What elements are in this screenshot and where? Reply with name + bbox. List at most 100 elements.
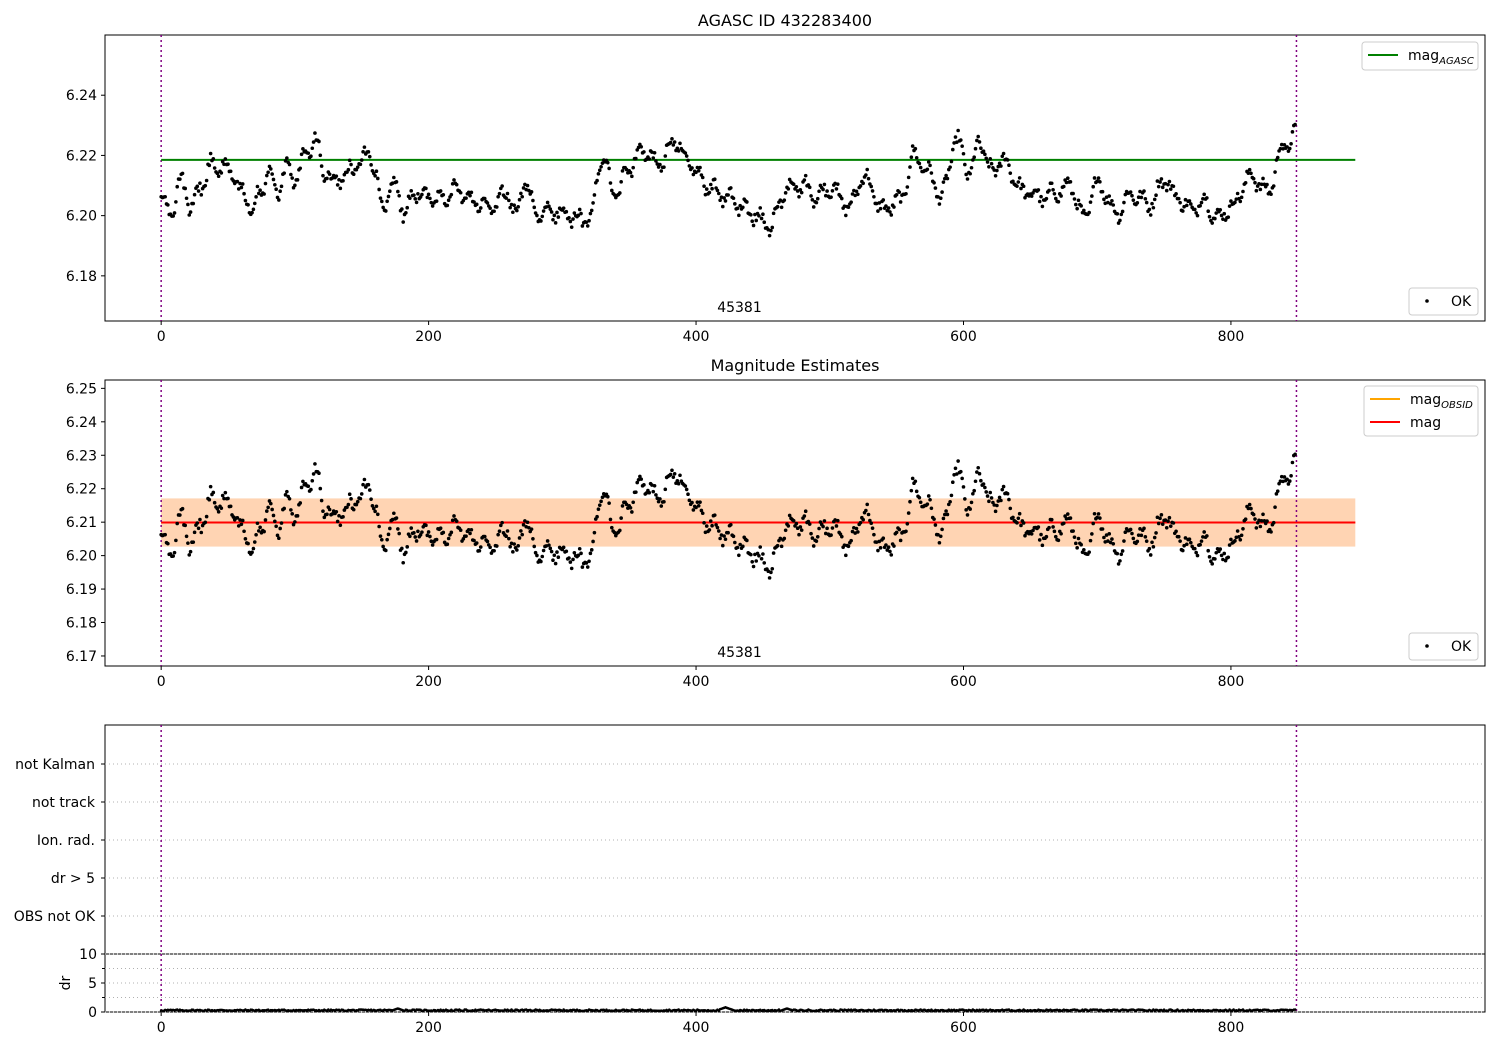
data-point [287,496,292,501]
data-point [270,507,274,512]
data-point [884,204,888,208]
data-point [405,205,410,210]
data-point [691,508,696,512]
dr-ylabel: dr [58,975,74,990]
data-point [877,539,882,544]
data-point [821,187,825,192]
data-point [710,523,714,528]
data-point [392,175,396,180]
data-point [409,526,414,530]
data-point [864,508,868,513]
data-point [505,529,510,533]
data-point [733,202,737,206]
data-point [556,555,561,560]
data-point [584,561,589,565]
data-point [561,206,566,210]
data-point [1075,546,1079,550]
data-point [1281,147,1285,151]
panel1-title: AGASC ID 432283400 [698,11,872,30]
data-point [892,205,896,209]
data-point [464,196,468,200]
data-point [995,168,999,173]
data-point [618,191,622,195]
data-point [926,494,931,498]
data-point [1152,535,1157,540]
data-point [466,527,471,532]
data-point [351,507,356,512]
data-point [798,525,803,529]
data-point [311,140,316,144]
data-point [555,210,559,215]
data-point [283,493,288,497]
data-point [174,538,178,543]
data-point [946,502,951,507]
data-point [396,189,400,194]
data-point [889,213,894,217]
data-point [1226,555,1231,560]
data-point [545,539,550,543]
data-point [872,532,876,537]
data-point [1189,540,1193,545]
y-tick-label: 6.23 [66,448,97,464]
data-point [1123,530,1128,534]
data-point [291,522,296,527]
flag-label: not Kalman [15,757,95,773]
data-point [521,186,526,190]
data-point [850,192,855,196]
data-point [222,496,226,501]
data-point [842,204,847,209]
data-point [1011,179,1015,184]
data-point [203,183,208,188]
data-point [255,521,260,526]
data-point [950,480,955,485]
data-point [694,505,698,510]
data-point [846,205,851,210]
data-point [1092,176,1097,180]
data-point [1136,195,1141,200]
data-point [504,196,508,200]
legend-ok-swatch [1425,299,1429,303]
data-point [865,502,870,507]
data-point [898,538,903,543]
data-point [580,565,585,569]
data-point [1130,531,1134,536]
data-point [1178,539,1182,543]
data-point [610,188,614,193]
data-point [266,505,270,510]
data-point [191,540,196,544]
data-point [1238,538,1243,542]
data-point [254,532,258,537]
data-point [910,144,915,148]
data-point [731,534,736,539]
data-point [814,200,819,205]
data-point [961,485,966,489]
data-point [1005,158,1010,162]
data-point [278,526,282,531]
data-point [1235,191,1240,196]
data-point [779,205,784,210]
data-point [984,490,989,494]
data-point [686,492,690,497]
data-point [587,218,591,223]
flag-label: OBS not OK [14,909,96,925]
data-point [198,181,202,185]
data-point [770,566,775,571]
data-point [266,170,270,175]
data-point [580,224,585,228]
data-point [381,544,385,549]
data-point [1142,189,1146,193]
data-point [738,203,742,208]
data-point [886,206,891,210]
data-point [1072,197,1077,201]
data-point [1108,540,1113,545]
data-point [592,530,597,535]
data-point [700,175,705,180]
data-point [531,198,535,203]
data-point [642,483,646,487]
data-point [1164,525,1169,530]
data-point [707,190,712,195]
data-point [723,199,728,203]
data-point [1159,513,1164,517]
data-point [976,465,980,470]
data-point [507,536,511,541]
